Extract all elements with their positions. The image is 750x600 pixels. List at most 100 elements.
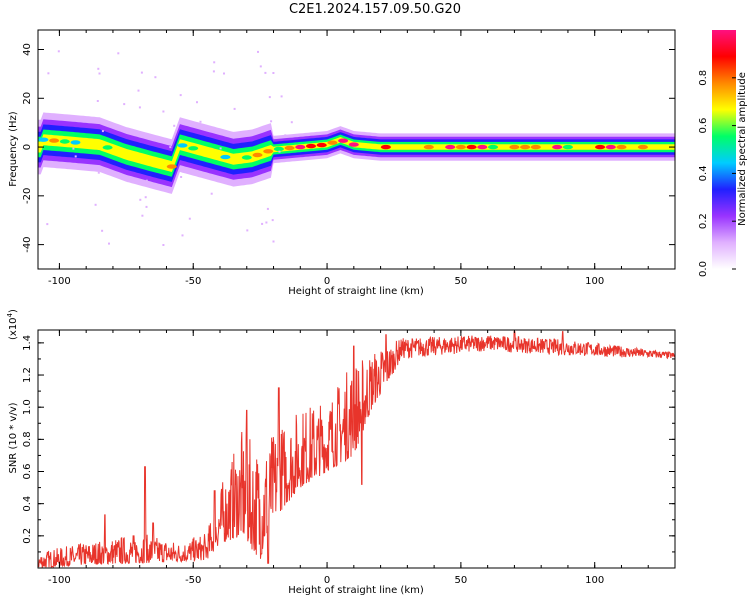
spectrogram-blob bbox=[488, 144, 498, 150]
bottom-y-tick-label: 1.0 bbox=[22, 399, 33, 415]
spectrogram-blob bbox=[177, 143, 188, 148]
top-x-tick-label: 50 bbox=[455, 276, 468, 287]
top-y-tick-label: 0 bbox=[22, 144, 33, 150]
spectrogram-blob bbox=[198, 149, 209, 154]
spectrogram-blob bbox=[91, 142, 102, 147]
bottom-plot-frame bbox=[37, 329, 676, 569]
spectrogram-speck bbox=[145, 205, 148, 208]
spectrogram-speck bbox=[196, 101, 198, 104]
spectrogram-blob bbox=[134, 155, 145, 161]
spectrogram-blob bbox=[380, 144, 391, 150]
spectrogram-speck bbox=[265, 221, 268, 224]
top-y-tick-label: 40 bbox=[22, 43, 33, 56]
spectrogram-speck bbox=[212, 70, 215, 73]
spectrogram-speck bbox=[127, 180, 130, 183]
spectrogram-speck bbox=[137, 89, 140, 92]
colorbar-label: Normalized spectral amplitude bbox=[737, 72, 748, 226]
spectrogram-speck bbox=[233, 107, 236, 110]
top-y-axis-label: Frequency (Hz) bbox=[8, 111, 19, 187]
spectrogram-blob bbox=[59, 139, 70, 144]
colorbar-tick-label: 0.8 bbox=[698, 70, 709, 86]
spectrogram-blob bbox=[509, 144, 520, 150]
y-exponent-label: (x104) bbox=[6, 309, 19, 340]
top-x-tick-label: 100 bbox=[585, 276, 604, 287]
spectrogram-blob bbox=[573, 144, 584, 150]
spectrogram-blob bbox=[231, 156, 242, 162]
bottom-y-tick-label: 0.4 bbox=[22, 496, 33, 512]
spectrogram-blob bbox=[284, 145, 295, 151]
spectrogram-speck bbox=[88, 118, 91, 121]
spectrogram-blob bbox=[423, 144, 434, 150]
spectrogram-blob bbox=[605, 144, 616, 150]
spectrogram-speck bbox=[272, 72, 275, 74]
spectrogram-speck bbox=[181, 234, 184, 237]
spectrogram-speck bbox=[117, 52, 120, 55]
spectrogram-blob bbox=[595, 144, 606, 150]
top-x-tick-label: -100 bbox=[48, 276, 71, 287]
svg-text:(x104): (x104) bbox=[6, 309, 19, 340]
spectrogram-blob bbox=[113, 149, 124, 154]
spectrogram-blob bbox=[316, 142, 327, 148]
spectrogram-speck bbox=[123, 103, 126, 106]
top-x-axis-label: Height of straight line (km) bbox=[288, 286, 424, 297]
spectrogram-speck bbox=[278, 150, 281, 153]
bottom-y-tick-label: 0.2 bbox=[22, 528, 33, 544]
spectrogram-band bbox=[38, 124, 675, 182]
bottom-x-tick-label: -50 bbox=[185, 575, 201, 586]
colorbar-tick-label: 0.2 bbox=[698, 213, 709, 229]
spectrogram-speck bbox=[284, 134, 287, 137]
spectrogram-blob bbox=[338, 138, 349, 143]
spectrogram-speck bbox=[141, 214, 144, 217]
spectrogram-speck bbox=[138, 106, 141, 109]
spectrogram-speck bbox=[264, 71, 267, 74]
spectrogram-blob bbox=[391, 144, 402, 150]
spectrogram-speck bbox=[96, 100, 99, 102]
spectrogram-blob bbox=[327, 140, 338, 145]
top-plot-frame bbox=[37, 29, 676, 270]
spectrogram-blob bbox=[637, 144, 648, 150]
top-y-tick-label: -20 bbox=[22, 188, 33, 204]
spectrogram-speck bbox=[257, 50, 259, 53]
spectrogram-speck bbox=[169, 146, 172, 149]
spectrogram-speck bbox=[268, 96, 271, 99]
spectrogram-blob bbox=[209, 151, 220, 157]
spectrogram-blob bbox=[455, 144, 466, 150]
spectrogram-speck bbox=[57, 50, 60, 53]
spectrogram-speck bbox=[94, 203, 97, 206]
spectrogram-blob bbox=[156, 161, 167, 166]
colorbar: 0.0 0.2 0.4 0.6 0.8 bbox=[698, 30, 736, 277]
spectrogram-blob bbox=[70, 140, 81, 145]
spectrogram-speck bbox=[223, 72, 225, 75]
spectrogram-speck bbox=[101, 130, 104, 133]
bottom-y-tick-label: 1.4 bbox=[22, 335, 33, 351]
spectrogram-speck bbox=[162, 244, 165, 246]
bottom-x-axis-label: Height of straight line (km) bbox=[288, 585, 424, 596]
spectrogram-blob bbox=[166, 164, 177, 169]
spectrogram-speck bbox=[47, 72, 50, 75]
spectrogram-speck bbox=[72, 147, 75, 150]
spectrogram-blob bbox=[145, 158, 156, 164]
bottom-x-tick-label: -100 bbox=[48, 575, 71, 586]
spectrogram-blob bbox=[445, 144, 456, 150]
spectrogram-blob bbox=[38, 137, 49, 142]
spectrogram-blob bbox=[477, 144, 488, 150]
spectrogram-blob bbox=[466, 144, 477, 150]
spectrogram-speck bbox=[46, 223, 49, 226]
spectrogram-speck bbox=[270, 120, 273, 123]
bottom-y-tick-label: 0.8 bbox=[22, 431, 33, 447]
spectrogram-speck bbox=[199, 120, 202, 123]
spectrogram-blob bbox=[49, 138, 60, 143]
colorbar-gradient bbox=[712, 30, 736, 269]
top-x-tick-label: -50 bbox=[185, 276, 201, 287]
spectrogram-blob bbox=[124, 152, 134, 158]
spectrogram-speck bbox=[180, 176, 183, 178]
spectrogram-blob bbox=[648, 144, 659, 150]
spectrogram-speck bbox=[173, 124, 176, 127]
spectrogram-blob bbox=[530, 144, 541, 150]
colorbar-tick-label: 0.4 bbox=[698, 165, 709, 181]
spectrogram-blob bbox=[252, 152, 263, 158]
spectrogram-speck bbox=[210, 192, 213, 195]
spectrogram-blob bbox=[659, 144, 670, 150]
spectrogram-speck bbox=[154, 76, 157, 79]
bottom-x-tick-label: 50 bbox=[455, 575, 468, 586]
